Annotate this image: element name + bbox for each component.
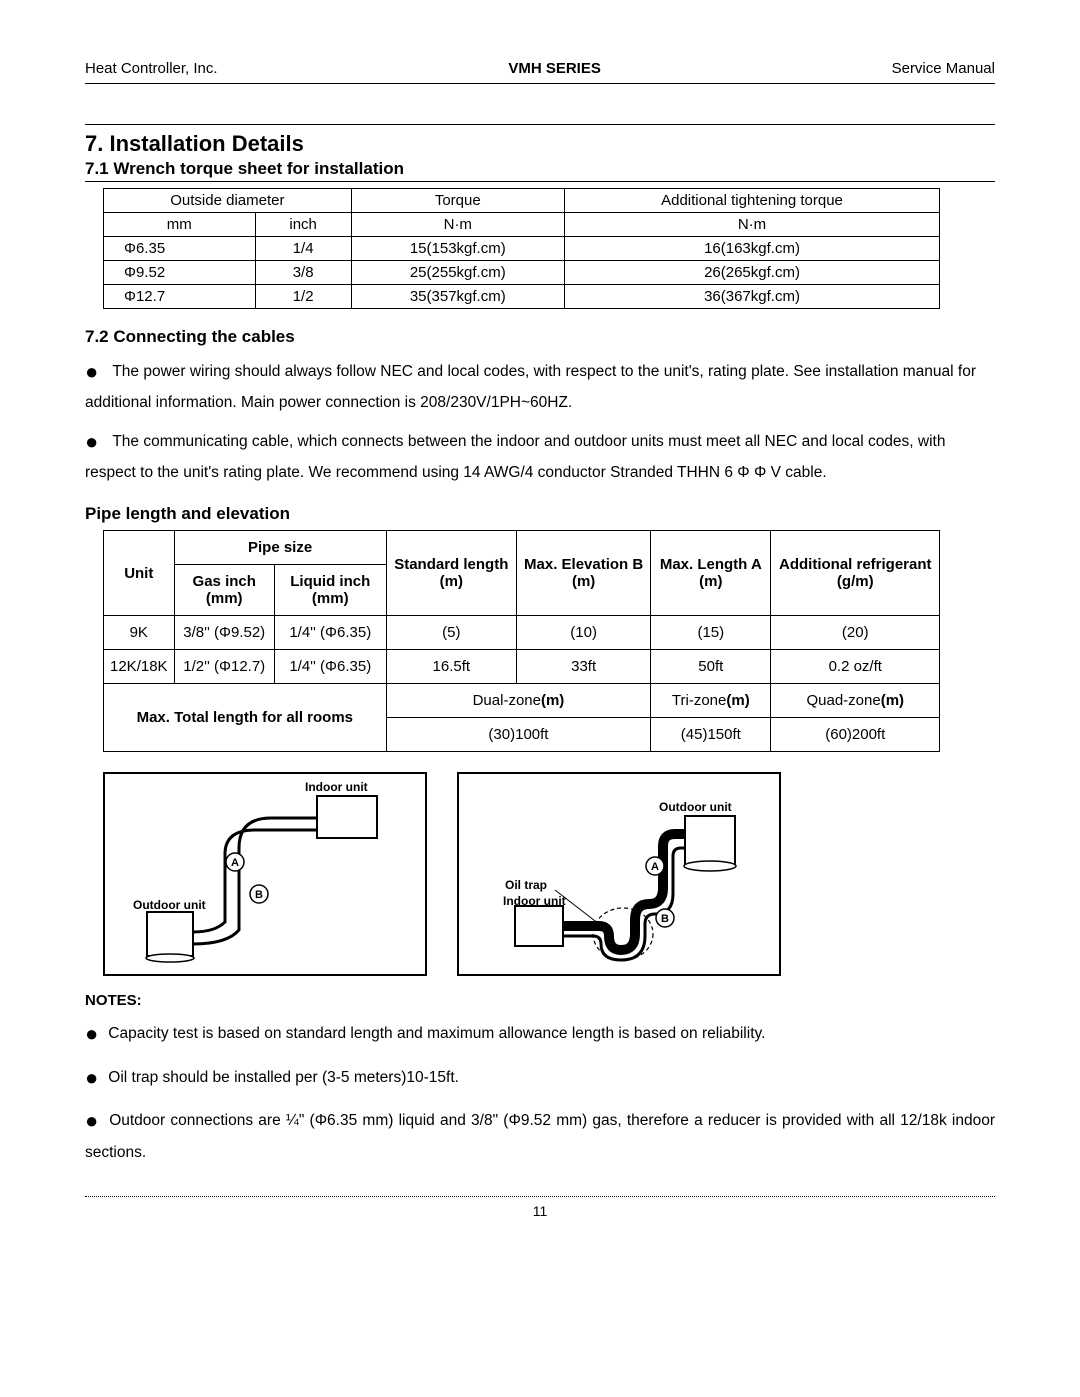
quad-zone-v: (60)200ft bbox=[771, 718, 940, 752]
pipe-length-title: Pipe length and elevation bbox=[85, 504, 995, 524]
subsection-7-1: 7.1 Wrench torque sheet for installation bbox=[85, 159, 995, 182]
cell-liquid: 1/4'' (Φ6.35) bbox=[274, 616, 386, 650]
bullet-icon: ● bbox=[85, 1108, 99, 1133]
bullet-icon: ● bbox=[85, 359, 98, 384]
cell-std: 16.5ft bbox=[386, 650, 516, 684]
outdoor-unit-label: Outdoor unit bbox=[133, 898, 206, 912]
cell-torque: 35(357kgf.cm) bbox=[351, 285, 564, 309]
label-B: B bbox=[661, 913, 669, 925]
cell-gas: 1/2'' (Φ12.7) bbox=[174, 650, 274, 684]
pipe-table: Unit Pipe size Standard length (m) Max. … bbox=[103, 530, 940, 752]
cell-add: 16(163kgf.cm) bbox=[564, 237, 939, 261]
indoor-unit-label: Indoor unit bbox=[503, 894, 566, 908]
cell-inch: 1/4 bbox=[255, 237, 351, 261]
dual-zone-v: (30)100ft bbox=[386, 718, 651, 752]
cell-torque: 15(153kgf.cm) bbox=[351, 237, 564, 261]
cell-elev: (10) bbox=[516, 616, 650, 650]
th-inch: inch bbox=[255, 213, 351, 237]
cell-std: (5) bbox=[386, 616, 516, 650]
label-A: A bbox=[231, 857, 239, 869]
subsection-7-2: 7.2 Connecting the cables bbox=[85, 327, 995, 347]
cell-elev: 33ft bbox=[516, 650, 650, 684]
notes-list: ● Capacity test is based on standard leng… bbox=[85, 1015, 995, 1166]
cell-add: 26(265kgf.cm) bbox=[564, 261, 939, 285]
header-right: Service Manual bbox=[892, 60, 995, 77]
note-text: Oil trap should be installed per (3-5 me… bbox=[108, 1069, 459, 1086]
cell-torque: 25(255kgf.cm) bbox=[351, 261, 564, 285]
th-add-refrig: Additional refrigerant (g/m) bbox=[779, 556, 932, 590]
cell-unit: 9K bbox=[104, 616, 175, 650]
diagram-indoor-above: A B Indoor unit Outdoor unit bbox=[103, 772, 427, 976]
torque-table: Outside diameter Torque Additional tight… bbox=[103, 188, 940, 309]
th-nm2: N·m bbox=[564, 213, 939, 237]
section-title: 7. Installation Details bbox=[85, 131, 995, 157]
header-left: Heat Controller, Inc. bbox=[85, 60, 218, 77]
outdoor-unit-label: Outdoor unit bbox=[659, 800, 732, 814]
table-row: Φ12.7 1/2 35(357kgf.cm) 36(367kgf.cm) bbox=[104, 285, 940, 309]
note-text: Outdoor connections are ¼" (Φ6.35 mm) li… bbox=[85, 1112, 995, 1161]
cables-paragraph-2: ● The communicating cable, which connect… bbox=[85, 423, 995, 487]
label-B: B bbox=[255, 889, 263, 901]
piping-diagram-1-svg: A B bbox=[105, 774, 425, 974]
tri-zone-v: (45)150ft bbox=[651, 718, 771, 752]
note-item: ● Oil trap should be installed per (3-5 m… bbox=[85, 1059, 995, 1096]
th-torque: Torque bbox=[351, 189, 564, 213]
page-footer: 11 bbox=[85, 1196, 995, 1219]
cell-mm: Φ9.52 bbox=[104, 261, 256, 285]
quad-zone-h: Quad-zone(m) bbox=[771, 684, 940, 718]
note-text: Capacity test is based on standard lengt… bbox=[108, 1025, 765, 1042]
th-gas: Gas inch (mm) bbox=[193, 573, 256, 607]
th-std-length: Standard length (m) bbox=[394, 556, 508, 590]
tri-zone-h: Tri-zone(m) bbox=[651, 684, 771, 718]
cell-mm: Φ6.35 bbox=[104, 237, 256, 261]
note-item: ● Capacity test is based on standard leng… bbox=[85, 1015, 995, 1052]
cables-text-1: The power wiring should always follow NE… bbox=[85, 363, 976, 412]
page-header: Heat Controller, Inc. VMH SERIES Service… bbox=[85, 60, 995, 84]
section-rule bbox=[85, 124, 995, 125]
header-center: VMH SERIES bbox=[508, 60, 601, 77]
th-liquid: Liquid inch (mm) bbox=[290, 573, 370, 607]
cables-paragraph-1: ● The power wiring should always follow … bbox=[85, 353, 995, 417]
cell-add: 0.2 oz/ft bbox=[771, 650, 940, 684]
cell-mm: Φ12.7 bbox=[104, 285, 256, 309]
table-row: Φ9.52 3/8 25(255kgf.cm) 26(265kgf.cm) bbox=[104, 261, 940, 285]
table-row: 12K/18K 1/2'' (Φ12.7) 1/4'' (Φ6.35) 16.5… bbox=[104, 650, 940, 684]
th-unit: Unit bbox=[124, 565, 153, 582]
diagrams-row: A B Indoor unit Outdoor unit A B bbox=[103, 772, 995, 976]
table-row: Φ6.35 1/4 15(153kgf.cm) 16(163kgf.cm) bbox=[104, 237, 940, 261]
notes-title: NOTES: bbox=[85, 992, 995, 1009]
dual-zone-h: Dual-zone(m) bbox=[386, 684, 651, 718]
max-total-label: Max. Total length for all rooms bbox=[137, 709, 353, 726]
th-mm: mm bbox=[104, 213, 256, 237]
cell-inch: 1/2 bbox=[255, 285, 351, 309]
cell-len: 50ft bbox=[651, 650, 771, 684]
cables-text-2: The communicating cable, which connects … bbox=[85, 433, 945, 482]
bullet-icon: ● bbox=[85, 1065, 98, 1090]
indoor-unit-label: Indoor unit bbox=[305, 780, 368, 794]
th-pipesize: Pipe size bbox=[248, 539, 312, 556]
oil-trap-label: Oil trap bbox=[505, 878, 547, 892]
th-additional-torque: Additional tightening torque bbox=[564, 189, 939, 213]
th-max-length: Max. Length A (m) bbox=[660, 556, 762, 590]
label-A: A bbox=[651, 861, 659, 873]
note-item: ●Outdoor connections are ¼" (Φ6.35 mm) l… bbox=[85, 1102, 995, 1166]
bullet-icon: ● bbox=[85, 429, 98, 454]
th-outside-diameter: Outside diameter bbox=[104, 189, 352, 213]
diagram-outdoor-above: A B Outdoor unit Indoor unit Oil trap bbox=[457, 772, 781, 976]
th-nm1: N·m bbox=[351, 213, 564, 237]
cell-inch: 3/8 bbox=[255, 261, 351, 285]
th-max-elev: Max. Elevation B (m) bbox=[524, 556, 643, 590]
page-number: 11 bbox=[533, 1203, 548, 1219]
cell-gas: 3/8'' (Φ9.52) bbox=[174, 616, 274, 650]
cell-len: (15) bbox=[651, 616, 771, 650]
bullet-icon: ● bbox=[85, 1021, 98, 1046]
cell-add: (20) bbox=[771, 616, 940, 650]
table-row: 9K 3/8'' (Φ9.52) 1/4'' (Φ6.35) (5) (10) … bbox=[104, 616, 940, 650]
cell-unit: 12K/18K bbox=[104, 650, 175, 684]
cell-add: 36(367kgf.cm) bbox=[564, 285, 939, 309]
cell-liquid: 1/4'' (Φ6.35) bbox=[274, 650, 386, 684]
